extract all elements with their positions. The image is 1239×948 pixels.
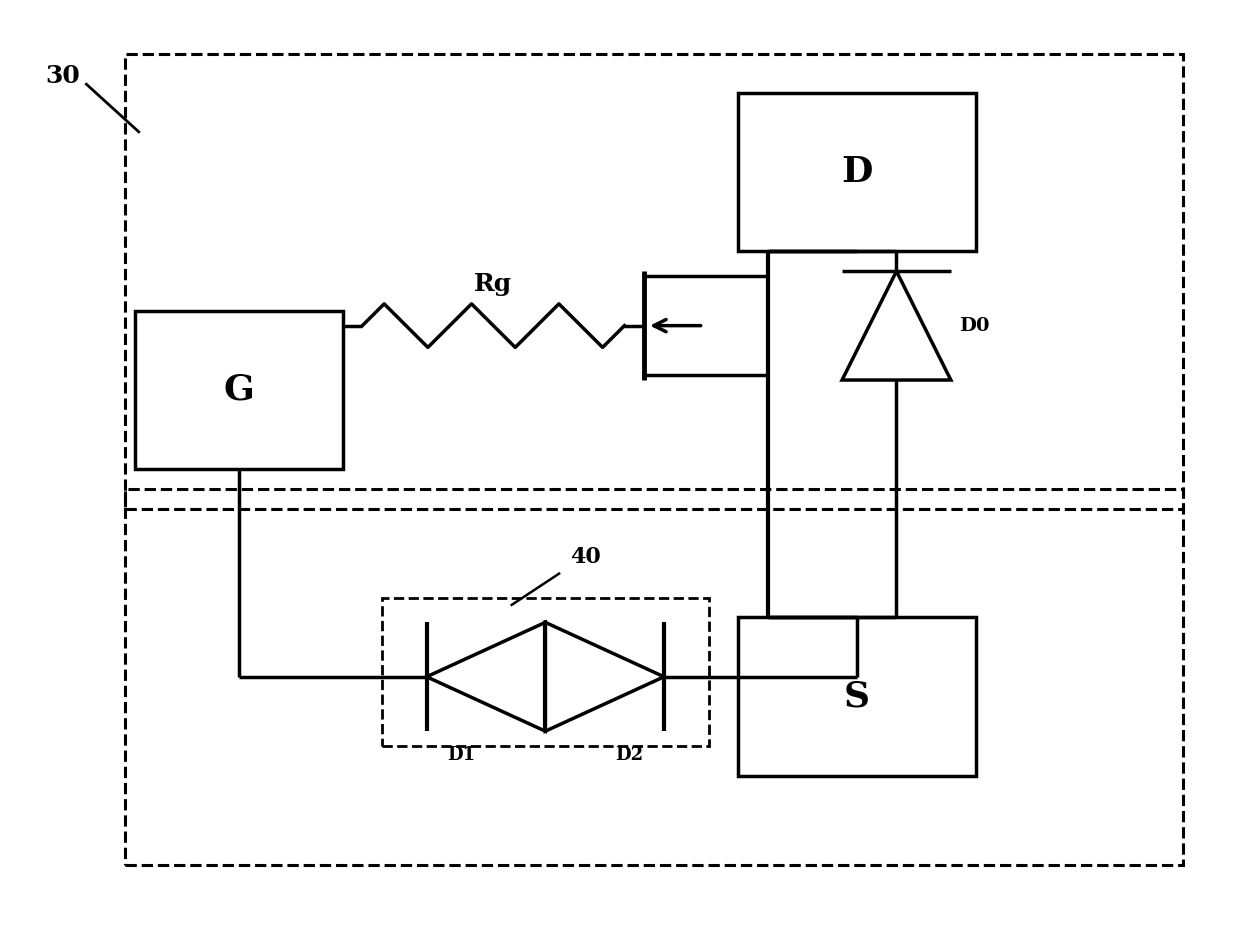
Text: 30: 30 xyxy=(46,64,81,87)
Text: Rg: Rg xyxy=(475,272,513,296)
Text: D2: D2 xyxy=(616,746,643,764)
Text: 40: 40 xyxy=(570,546,601,568)
Text: S: S xyxy=(844,680,870,714)
Text: D: D xyxy=(841,155,872,190)
Text: D0: D0 xyxy=(959,317,989,335)
Text: G: G xyxy=(223,373,254,407)
Text: D1: D1 xyxy=(447,746,476,764)
